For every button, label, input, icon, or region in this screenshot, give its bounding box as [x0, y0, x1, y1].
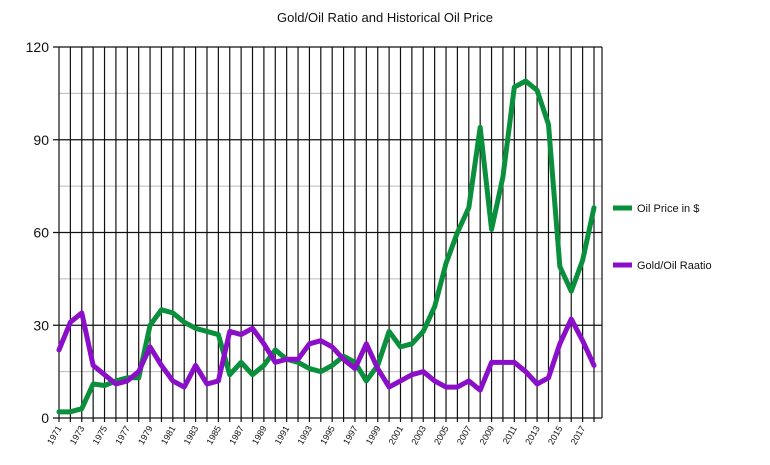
x-tick-label: 1993	[295, 424, 314, 446]
x-tick-label: 1987	[227, 424, 246, 446]
x-tick-label: 1977	[113, 424, 132, 446]
x-tick-label: 2011	[501, 424, 519, 446]
x-tick-label: 1981	[159, 424, 178, 446]
legend-label-1: Gold/Oil Raatio	[637, 260, 712, 272]
series-line-1	[56, 310, 597, 393]
x-tick-label: 1973	[68, 424, 87, 446]
x-tick-label: 2015	[546, 424, 565, 446]
x-tick-label: 2013	[523, 424, 542, 446]
x-tick-label: 1971	[45, 424, 64, 446]
chart-title: Gold/Oil Ratio and Historical Oil Price	[277, 10, 493, 25]
x-tick-label: 1979	[136, 424, 155, 446]
x-tick-label: 1983	[182, 424, 201, 446]
y-tick-label: 120	[26, 39, 50, 55]
x-tick-label: 2007	[455, 424, 474, 446]
x-tick-label: 2001	[387, 424, 406, 446]
y-tick-label: 0	[41, 410, 49, 426]
x-tick-label: 1997	[341, 424, 360, 446]
x-tick-label: 2003	[409, 424, 428, 446]
y-tick-label: 90	[33, 132, 49, 148]
y-tick-label: 30	[33, 317, 49, 333]
x-tick-label: 1989	[250, 424, 269, 446]
x-tick-label: 1985	[204, 424, 223, 446]
legend-label-0: Oil Price in $	[637, 203, 699, 215]
x-tick-label: 2005	[432, 424, 451, 446]
series-line-0	[56, 78, 597, 415]
x-tick-label: 1995	[318, 424, 337, 446]
x-tick-label: 1975	[91, 424, 110, 446]
x-tick-label: 2009	[478, 424, 497, 446]
x-tick-label: 1991	[273, 424, 292, 446]
y-tick-label: 60	[33, 225, 49, 241]
x-tick-label: 1999	[364, 424, 383, 446]
x-tick-label: 2017	[569, 424, 588, 446]
